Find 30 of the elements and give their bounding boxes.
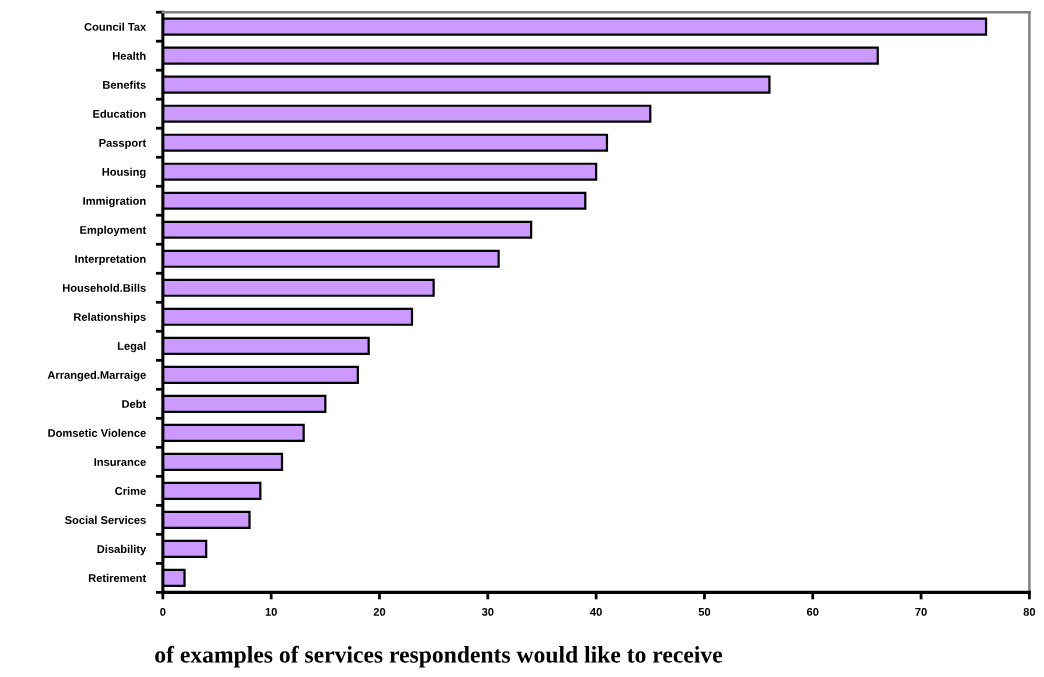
y-tick-label: Passport	[99, 139, 147, 150]
x-tick-label: 60	[806, 607, 819, 616]
y-tick-label: Benefits	[103, 80, 146, 89]
y-tick-label: Education	[93, 109, 146, 118]
y-tick-label: Domsetic Violence	[48, 428, 146, 437]
y-tick-label: Housing	[102, 167, 146, 179]
x-tick-label: 40	[590, 607, 602, 616]
y-tick-label: Immigration	[83, 196, 146, 208]
x-tick-label: 10	[265, 607, 277, 616]
y-tick-label: Household.Bills	[62, 283, 146, 292]
y-tick-label: Retirement	[88, 573, 147, 583]
x-tick-label: 70	[915, 607, 927, 616]
x-tick-label: 80	[1023, 607, 1036, 616]
y-tick-label: Social Services	[64, 515, 146, 524]
y-tick-label: Council Tax	[84, 22, 147, 31]
y-tick-label: Relationships	[74, 312, 146, 324]
y-tick-label: Interpretation	[75, 254, 146, 266]
x-tick-label: 20	[373, 607, 386, 616]
y-tick-label: Debt	[122, 399, 147, 408]
y-tick-label: Disability	[97, 544, 147, 556]
x-tick-label: 50	[698, 607, 711, 616]
y-tick-label: Health	[112, 51, 146, 60]
x-tick-label: 30	[481, 607, 494, 616]
y-tick-label: Employment	[80, 225, 147, 237]
x-tick-label: 0	[160, 607, 166, 616]
y-tick-label: Arranged.Marraige	[47, 370, 146, 382]
text: of examples of services respondents would like to receive	[155, 645, 723, 668]
y-tick-label: Legal	[117, 341, 146, 353]
y-tick-label: Crime	[115, 486, 146, 495]
y-tick-label: Insurance	[94, 458, 146, 466]
